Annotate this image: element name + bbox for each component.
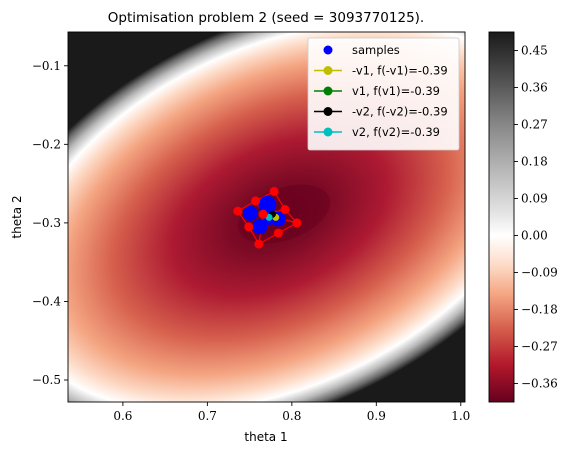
colorbar-tick-label: 0.45 — [521, 44, 548, 58]
sample-point-red — [292, 218, 301, 227]
legend-marker — [324, 66, 333, 75]
x-axis: 0.6 0.7 0.8 0.9 1.0 — [113, 402, 470, 423]
colorbar-tick-label: 0.00 — [521, 229, 548, 243]
sample-point-red — [233, 207, 242, 216]
colorbar-tick-label: 0.09 — [521, 192, 548, 206]
chart-title: Optimisation problem 2 (seed = 309377012… — [108, 10, 424, 26]
y-tick-label: −0.4 — [32, 294, 62, 308]
colorbar-tick-label: 0.27 — [521, 118, 548, 132]
colorbar-tick-label: −0.18 — [521, 303, 558, 317]
colorbar-tick-label: 0.18 — [521, 155, 548, 169]
sample-point-red — [251, 196, 260, 205]
sample-point-blue — [243, 206, 258, 221]
y-tick-label: −0.2 — [32, 137, 61, 151]
sample-point-red — [274, 229, 283, 238]
legend: samples -v1, f(-v1)=-0.39 v1, f(v1)=-0.39 -… — [308, 38, 459, 150]
x-axis-label: theta 1 — [244, 430, 287, 444]
sample-point-red — [254, 240, 263, 249]
y-tick-label: −0.5 — [32, 373, 61, 387]
sample-point-red — [281, 205, 290, 214]
sample-point-red — [244, 222, 253, 231]
colorbar: 0.45 0.36 0.27 0.18 0.09 0.00 −0.09 −0.18 −0.27 −… — [489, 32, 558, 402]
colorbar-tick-label: −0.36 — [521, 377, 558, 391]
colorbar-tick-label: 0.36 — [521, 81, 548, 95]
legend-label: v1, f(v1)=-0.39 — [352, 84, 440, 98]
x-tick-label: 1.0 — [451, 409, 470, 423]
legend-label: samples — [352, 43, 400, 57]
x-tick-label: 0.7 — [198, 409, 217, 423]
x-tick-label: 0.9 — [367, 409, 386, 423]
legend-marker — [324, 46, 333, 55]
y-axis: −0.1 −0.2 −0.3 −0.4 −0.5 — [32, 59, 68, 387]
legend-label: -v1, f(-v1)=-0.39 — [352, 64, 448, 78]
colorbar-tick-label: −0.09 — [521, 266, 558, 280]
sample-point-red — [270, 187, 279, 196]
sample-point-red — [259, 210, 268, 219]
y-tick-label: −0.3 — [32, 216, 61, 230]
x-tick-label: 0.6 — [113, 409, 132, 423]
colorbar-tick-label: −0.27 — [521, 340, 558, 354]
colorbar-gradient — [489, 32, 514, 402]
legend-label: v2, f(v2)=-0.39 — [352, 125, 440, 139]
y-tick-label: −0.1 — [32, 59, 61, 73]
legend-marker — [324, 128, 333, 137]
y-axis-label: theta 2 — [10, 195, 24, 238]
legend-label: -v2, f(-v2)=-0.39 — [352, 105, 448, 119]
legend-marker — [324, 107, 333, 116]
x-tick-label: 0.8 — [282, 409, 301, 423]
legend-marker — [324, 87, 333, 96]
